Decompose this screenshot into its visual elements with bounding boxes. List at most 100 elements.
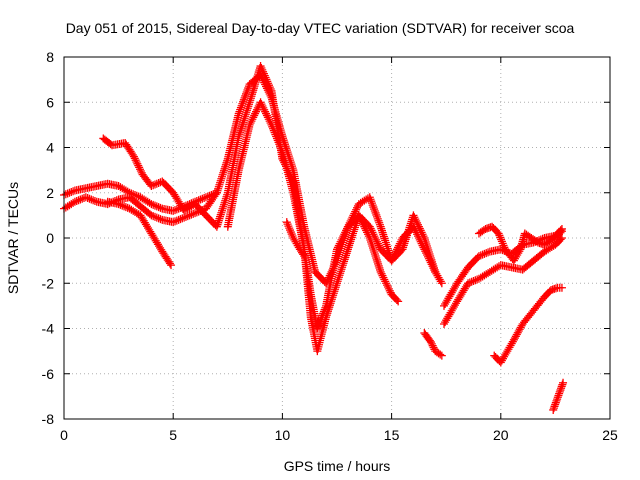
data-point <box>378 271 387 280</box>
data-point <box>246 118 255 127</box>
data-point <box>553 393 562 402</box>
data-point <box>236 103 245 112</box>
data-point <box>465 278 474 287</box>
data-point <box>89 196 98 205</box>
data-point <box>257 63 266 72</box>
data-point <box>337 235 346 244</box>
data-point <box>248 115 257 124</box>
data-point <box>282 218 291 227</box>
data-point <box>334 241 343 250</box>
data-point <box>262 109 271 118</box>
data-point <box>81 193 90 202</box>
data-points <box>60 62 568 414</box>
data-point <box>261 73 270 82</box>
data-point <box>189 209 198 218</box>
data-point <box>271 130 280 139</box>
data-point <box>131 156 140 165</box>
data-point <box>259 103 268 112</box>
data-point <box>258 102 267 111</box>
data-point <box>414 222 423 231</box>
series-track-3 <box>99 62 446 333</box>
data-point <box>339 232 348 241</box>
data-point <box>358 218 367 227</box>
data-point <box>203 192 212 201</box>
data-point <box>427 339 436 348</box>
data-point <box>264 79 273 88</box>
data-point <box>151 212 159 221</box>
data-point <box>341 228 350 237</box>
data-point <box>196 195 205 204</box>
data-point <box>373 214 382 223</box>
data-point <box>237 101 246 110</box>
data-point <box>67 187 76 196</box>
data-point <box>260 105 269 114</box>
data-point <box>171 206 180 215</box>
data-point <box>268 122 277 131</box>
series-track-6 <box>282 218 309 261</box>
data-point <box>411 215 420 224</box>
data-point <box>369 203 378 212</box>
data-point <box>266 118 275 127</box>
data-point <box>351 207 360 216</box>
data-point <box>384 284 393 293</box>
data-point <box>118 201 127 210</box>
data-point <box>336 237 345 246</box>
data-point <box>556 228 565 237</box>
data-point <box>380 275 389 284</box>
x-tick-label: 25 <box>602 427 618 443</box>
data-point <box>436 350 445 359</box>
data-point <box>65 188 74 197</box>
y-tick-label: -4 <box>42 321 55 337</box>
data-point <box>343 224 352 233</box>
data-point <box>136 165 145 174</box>
data-point <box>397 246 406 255</box>
data-point <box>252 105 261 114</box>
data-point <box>413 220 422 229</box>
data-point <box>557 283 566 292</box>
data-point <box>262 75 271 84</box>
data-point <box>551 398 560 407</box>
data-point <box>201 193 210 202</box>
chart-title: Day 051 of 2015, Sidereal Day-to-day VTE… <box>66 20 575 36</box>
data-point <box>121 203 130 212</box>
data-point <box>181 212 190 221</box>
data-point <box>286 226 295 235</box>
data-point <box>114 200 123 209</box>
data-point <box>277 146 286 155</box>
data-point <box>551 400 560 409</box>
data-point <box>250 111 259 120</box>
data-point <box>154 203 163 212</box>
data-point <box>353 203 362 212</box>
data-point <box>484 248 493 257</box>
data-point <box>357 217 366 226</box>
data-point <box>410 213 419 222</box>
data-point <box>136 167 145 176</box>
data-point <box>464 279 473 288</box>
data-point <box>83 194 92 203</box>
data-point <box>478 250 487 259</box>
data-point <box>494 229 503 238</box>
data-point <box>370 207 379 216</box>
data-point <box>180 213 189 222</box>
data-point <box>549 405 558 414</box>
series-track-11 <box>490 283 566 367</box>
data-point <box>511 332 520 341</box>
data-point <box>167 261 176 270</box>
data-point <box>342 226 351 235</box>
data-point <box>437 279 446 288</box>
data-point <box>513 328 522 337</box>
data-point <box>276 144 285 153</box>
data-point <box>251 109 260 118</box>
data-point <box>134 192 143 201</box>
data-point <box>260 71 269 80</box>
data-point <box>364 232 373 241</box>
data-point <box>264 81 273 90</box>
data-point <box>313 324 322 333</box>
data-point <box>165 259 174 268</box>
data-point <box>381 277 390 286</box>
data-point <box>314 322 323 331</box>
data-point <box>267 120 276 129</box>
data-point <box>261 107 270 116</box>
data-point <box>392 295 401 304</box>
data-point <box>557 384 566 393</box>
